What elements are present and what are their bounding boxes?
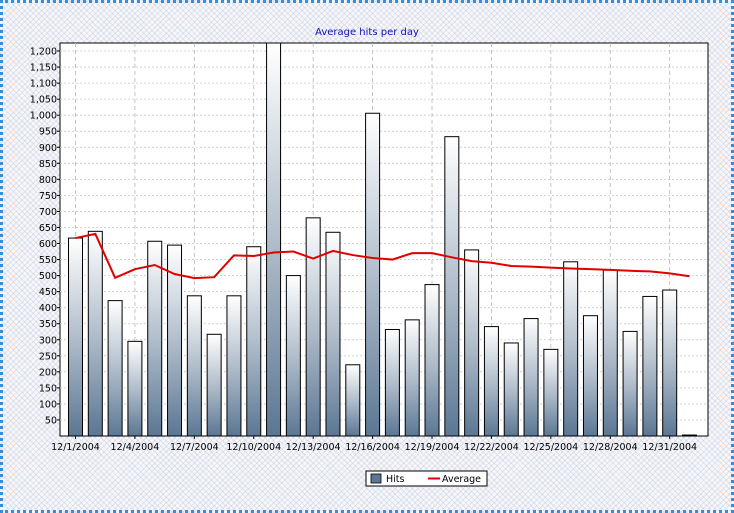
bar-hits bbox=[483, 326, 499, 437]
bar-hits bbox=[246, 246, 262, 437]
y-tick-label: 800 bbox=[39, 175, 57, 186]
y-tick-label: 1,000 bbox=[30, 111, 57, 122]
x-tick-label: 12/7/2004 bbox=[170, 442, 219, 453]
average-line bbox=[75, 232, 690, 280]
x-tick-label: 12/28/2004 bbox=[583, 442, 638, 453]
legend-box bbox=[365, 470, 488, 487]
x-tick-label: 12/31/2004 bbox=[642, 442, 697, 453]
bar-hits bbox=[325, 231, 341, 437]
y-tick-label: 600 bbox=[39, 239, 57, 250]
line-average bbox=[75, 232, 690, 280]
bar-hits bbox=[206, 333, 222, 437]
bar-hits bbox=[642, 295, 658, 437]
y-tick-label: 400 bbox=[39, 303, 57, 314]
bar-hits bbox=[404, 319, 420, 437]
bar-hits bbox=[424, 284, 440, 437]
x-tick-label: 12/1/2004 bbox=[51, 442, 100, 453]
bar-hits bbox=[107, 300, 123, 437]
bar-hits bbox=[602, 269, 618, 437]
y-tick-label: 350 bbox=[39, 319, 57, 330]
legend-hits-label: Hits bbox=[386, 474, 405, 485]
y-tick-label: 1,100 bbox=[30, 79, 57, 90]
x-tick-label: 12/19/2004 bbox=[405, 442, 460, 453]
x-tick-label: 12/4/2004 bbox=[111, 442, 160, 453]
legend: Hits Average bbox=[365, 470, 488, 487]
y-tick-label: 750 bbox=[39, 191, 57, 202]
bar-hits bbox=[127, 340, 143, 437]
bar-hits bbox=[167, 244, 183, 437]
y-tick-label: 550 bbox=[39, 255, 57, 266]
bar-hits bbox=[147, 240, 163, 437]
y-tick-label: 50 bbox=[45, 415, 57, 426]
x-tick-label: 12/25/2004 bbox=[523, 442, 578, 453]
y-tick-label: 700 bbox=[39, 207, 57, 218]
bar-hits bbox=[662, 289, 678, 437]
bar-hits bbox=[543, 348, 559, 437]
bar-hits bbox=[523, 318, 539, 437]
bar-hits bbox=[305, 217, 321, 437]
y-tick-label: 100 bbox=[39, 399, 57, 410]
bar-hits bbox=[464, 249, 480, 437]
y-tick-label: 500 bbox=[39, 271, 57, 282]
y-tick-label: 650 bbox=[39, 223, 57, 234]
x-tick-label: 12/13/2004 bbox=[286, 442, 341, 453]
y-tick-label: 900 bbox=[39, 143, 57, 154]
bar-hits bbox=[266, 42, 282, 437]
y-tick-label: 200 bbox=[39, 367, 57, 378]
bar-hits bbox=[384, 328, 400, 437]
y-tick-label: 300 bbox=[39, 335, 57, 346]
y-tick-label: 1,200 bbox=[30, 47, 57, 58]
bar-hits bbox=[365, 112, 381, 437]
bar-hits bbox=[563, 261, 579, 437]
bar-hits bbox=[68, 237, 83, 437]
bar-hits bbox=[582, 315, 598, 437]
x-tick-label: 12/16/2004 bbox=[345, 442, 400, 453]
bar-hits bbox=[226, 295, 242, 437]
y-tick-label: 1,050 bbox=[30, 95, 57, 106]
legend-average-label: Average bbox=[442, 474, 481, 485]
chart-title: Average hits per day bbox=[315, 27, 419, 38]
y-tick-label: 1,150 bbox=[30, 63, 57, 74]
bars-hits bbox=[68, 42, 697, 437]
bar-hits bbox=[503, 342, 519, 437]
y-tick-label: 850 bbox=[39, 159, 57, 170]
y-tick-label: 450 bbox=[39, 287, 57, 298]
y-tick-label: 950 bbox=[39, 127, 57, 138]
bar-hits bbox=[186, 295, 202, 437]
bar-hits bbox=[444, 136, 460, 437]
axes: 50 100 150 200 250 300 350 400 450 500 550 600 650 70… bbox=[30, 47, 697, 453]
bar-hits bbox=[622, 330, 638, 437]
x-tick-label: 12/22/2004 bbox=[464, 442, 519, 453]
bar-hits bbox=[345, 364, 361, 437]
y-tick-label: 250 bbox=[39, 351, 57, 362]
legend-hits-swatch bbox=[370, 473, 382, 484]
x-tick-label: 12/10/2004 bbox=[226, 442, 281, 453]
bar-hits bbox=[285, 275, 301, 437]
y-tick-label: 150 bbox=[39, 383, 57, 394]
bar-hits bbox=[87, 230, 103, 437]
bar-hits bbox=[682, 434, 697, 437]
